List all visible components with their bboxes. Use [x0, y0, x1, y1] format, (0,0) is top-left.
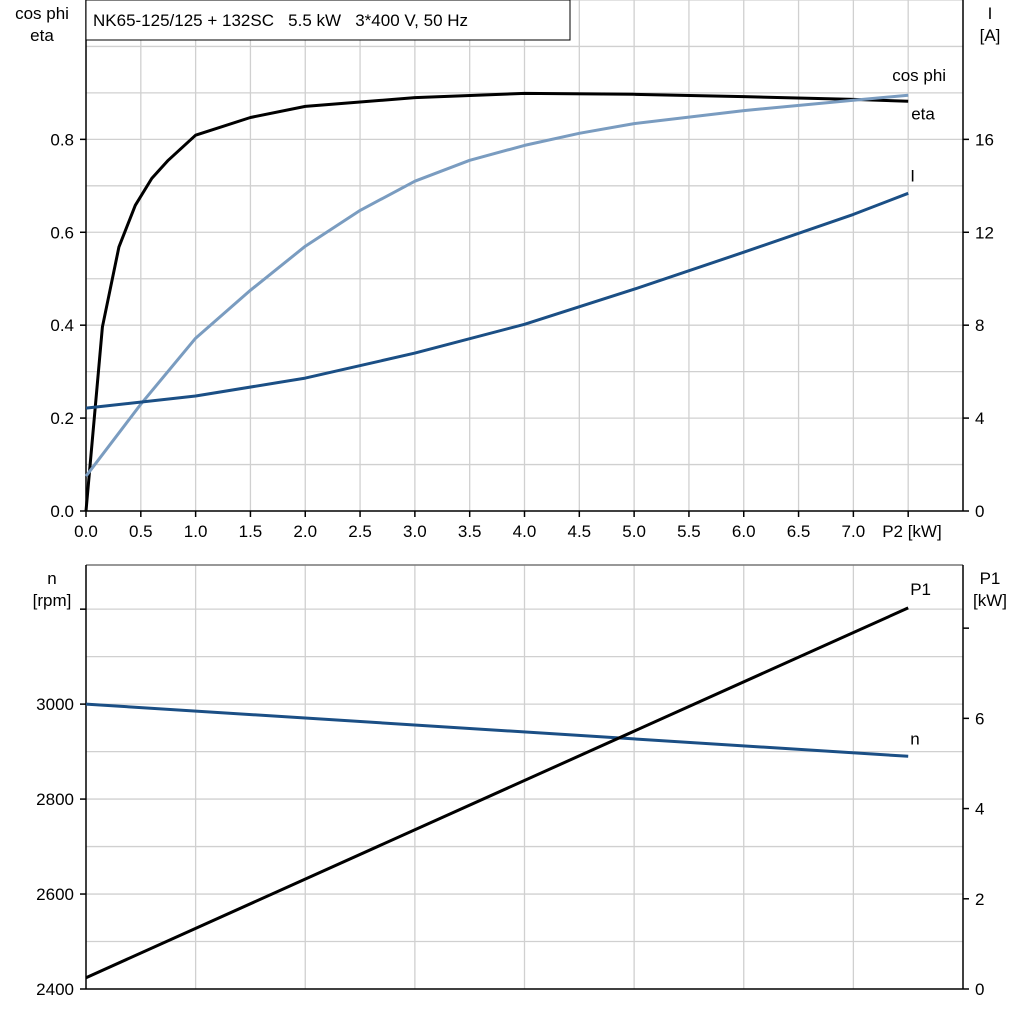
y-tick-label-right: 4 [975, 409, 984, 428]
x-tick-label: 3.5 [458, 522, 482, 541]
y-tick-label-right: 6 [975, 709, 984, 728]
x-tick-label: 2.0 [293, 522, 317, 541]
y-tick-label-left: 2400 [36, 980, 74, 999]
x-tick-label: 3.0 [403, 522, 427, 541]
y-tick-label-right: 16 [975, 130, 994, 149]
series-label-n: n [910, 729, 919, 748]
y-tick-label-right: 0 [975, 502, 984, 521]
y-axis-label-right: [A] [980, 26, 1001, 45]
x-tick-label: 1.5 [239, 522, 263, 541]
y-tick-label-left: 2800 [36, 790, 74, 809]
y-tick-label-left: 0.0 [50, 502, 74, 521]
y-axis-label-left: eta [30, 26, 54, 45]
y-tick-label-left: 0.6 [50, 223, 74, 242]
x-tick-label: 6.0 [732, 522, 756, 541]
series-line-n [85, 702, 909, 758]
top-panel: 0.0 0.2 0.4 0.6 0.8 0 4 8 12 16 0.0 0.5 1.0 1.5 2.0 2.5… [15, 0, 1000, 541]
x-axis-label: P2 [kW] [882, 522, 942, 541]
series-line-P1 [85, 606, 909, 980]
x-tick-label: 7.0 [842, 522, 866, 541]
chart-title: NK65-125/125 + 132SC 5.5 kW 3*400 V, 50 … [93, 11, 468, 30]
x-tick-label: 2.5 [348, 522, 372, 541]
x-tick-label: 1.0 [184, 522, 208, 541]
y-tick-label-left: 0.8 [50, 130, 74, 149]
y-tick-label-left: 2600 [36, 885, 74, 904]
series-line-cos-phi [84, 93, 909, 478]
y-axis-label-left: cos phi [15, 4, 69, 23]
y-axis-label-right: I [988, 4, 993, 23]
y-tick-label-left: 0.2 [50, 409, 74, 428]
series-label-I: I [910, 166, 915, 185]
series-label-cos-phi: cos phi [892, 66, 946, 85]
y-tick-label-right: 12 [975, 223, 994, 242]
x-tick-label: 4.5 [567, 522, 591, 541]
bottom-panel: 2400 2600 2800 3000 0 2 4 6 n [rpm] P1 [kW] n P1 [33, 564, 1007, 999]
series-line-eta [84, 91, 909, 512]
y-axis-label-right: P1 [980, 569, 1001, 588]
x-tick-label: 5.0 [622, 522, 646, 541]
y-axis-label-left: [rpm] [33, 591, 72, 610]
x-tick-label: 4.0 [513, 522, 537, 541]
x-tick-label: 0.0 [74, 522, 98, 541]
x-tick-label: 0.5 [129, 522, 153, 541]
series-line-I [85, 191, 909, 410]
x-tick-label: 6.5 [787, 522, 811, 541]
y-tick-label-left: 3000 [36, 695, 74, 714]
y-tick-label-left: 0.4 [50, 316, 74, 335]
y-tick-label-right: 0 [975, 980, 984, 999]
series-label-P1: P1 [910, 580, 931, 599]
y-axis-label-right: [kW] [973, 591, 1007, 610]
y-tick-label-right: 2 [975, 890, 984, 909]
series-label-eta: eta [911, 104, 935, 123]
y-axis-label-left: n [47, 569, 56, 588]
x-tick-label: 5.5 [677, 522, 701, 541]
y-tick-label-right: 4 [975, 800, 984, 819]
y-tick-label-right: 8 [975, 316, 984, 335]
title-box [85, 0, 571, 41]
